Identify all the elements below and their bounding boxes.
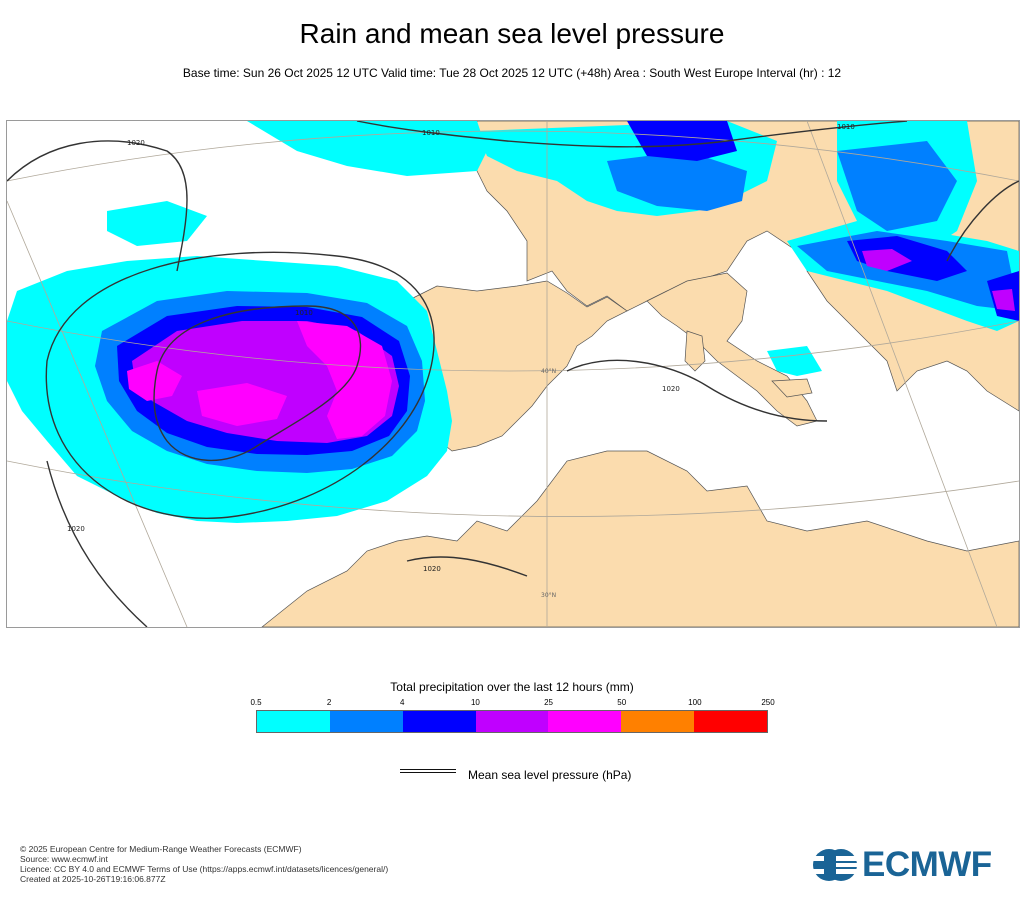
colorbar-swatch	[621, 711, 695, 732]
colorbar-tick: 25	[544, 698, 554, 707]
isobar-label: 1020	[127, 139, 145, 147]
isobar-1020-africa	[406, 556, 528, 577]
colorbar-swatch	[402, 711, 476, 732]
colorbar-swatch	[257, 711, 330, 732]
colorbar-tick: 250	[761, 698, 775, 707]
isobar-1020-west	[7, 140, 188, 272]
graticule-label: 40°N	[541, 368, 556, 375]
isobars	[7, 121, 1019, 627]
isobar-label: 1020	[423, 565, 441, 573]
graticule-label: 30°N	[541, 592, 556, 599]
chart-subtitle: Base time: Sun 26 Oct 2025 12 UTC Valid …	[182, 66, 842, 80]
colorbar-swatch	[329, 711, 403, 732]
colorbar-tick: 2	[326, 698, 332, 707]
footer: © 2025 European Centre for Medium-Range …	[20, 844, 388, 884]
colorbar-swatch	[475, 711, 549, 732]
colorbar-tick: 50	[617, 698, 627, 707]
isobar-label: 1020	[662, 385, 680, 393]
footer-copyright: © 2025 European Centre for Medium-Range …	[20, 844, 302, 854]
weather-map[interactable]: 1020 1010 1010 1020 1020 1020 1010 40°N …	[6, 120, 1020, 628]
isobar-legend: Mean sea level pressure (hPa)	[400, 768, 640, 784]
isobar-labels: 1020 1010 1010 1020 1020 1020 1010	[67, 123, 855, 573]
land-sardinia	[684, 330, 706, 372]
isobar-east	[946, 180, 1019, 262]
graticule	[7, 121, 1019, 627]
isobar-label: 1010	[295, 309, 313, 317]
graticule-labels: 40°N 30°N	[541, 368, 556, 599]
ecmwf-logo-text: ECMWF	[862, 845, 992, 884]
colorbar-tick: 4	[400, 698, 405, 707]
colorbar-swatch	[548, 711, 622, 732]
legend-title: Total precipitation over the last 12 hou…	[390, 680, 634, 694]
isobar-legend-line	[400, 769, 456, 773]
footer-created: Created at 2025-10-26T19:16:06.877Z	[20, 874, 166, 884]
colorbar-tick: 10	[470, 698, 480, 707]
isobar-label: 1010	[837, 123, 855, 131]
colorbar-tick: 100	[688, 698, 702, 707]
isobar-1010-north	[356, 121, 908, 148]
isobar-1010-low	[153, 305, 362, 462]
precipitation-colorbar	[256, 710, 768, 733]
isobar-1020-south	[46, 460, 148, 627]
ecmwf-logo-icon	[812, 849, 858, 881]
colorbar-tick: 0.5	[250, 698, 262, 707]
colorbar-swatch	[694, 711, 768, 732]
land-north-africa	[261, 450, 1019, 627]
ecmwf-logo: ECMWF	[812, 845, 1008, 886]
map-canvas: 1020 1010 1010 1020 1020 1020 1010 40°N …	[7, 121, 1019, 627]
isobar-legend-label: Mean sea level pressure (hPa)	[468, 768, 632, 782]
colorbar-ticks: 0.5 2 4 10 25 50 100 250	[250, 698, 774, 710]
isobar-label: 1010	[422, 129, 440, 137]
chart-title: Rain and mean sea level pressure	[299, 18, 725, 49]
land-sicily	[771, 378, 813, 398]
isobar-label: 1020	[67, 525, 85, 533]
precip-layer-magenta	[127, 321, 392, 439]
footer-licence: Licence: CC BY 4.0 and ECMWF Terms of Us…	[20, 864, 389, 874]
isobar-1020-ring	[45, 251, 435, 519]
footer-source: Source: www.ecmwf.int	[20, 854, 108, 864]
isobar-1020-med	[566, 359, 828, 422]
